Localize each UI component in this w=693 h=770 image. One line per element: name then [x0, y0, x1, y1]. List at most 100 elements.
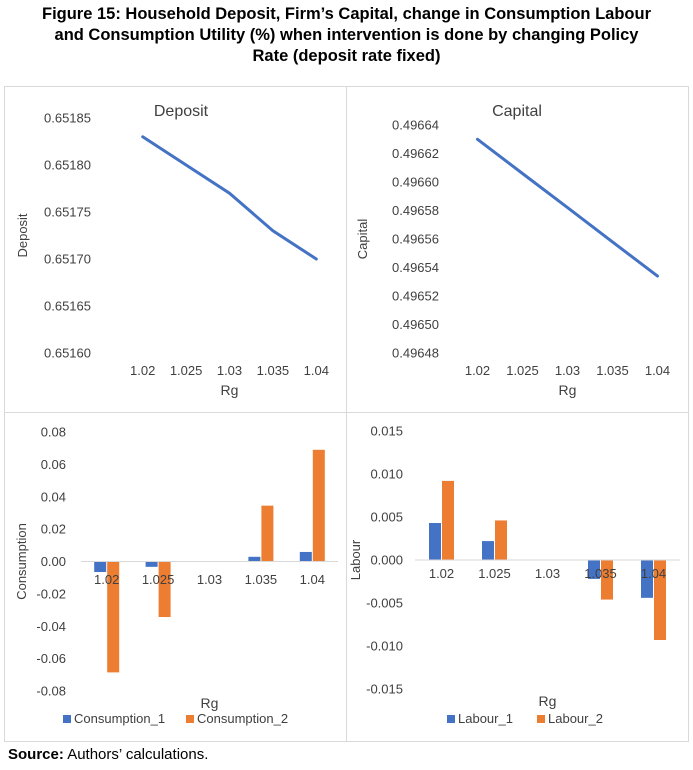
consumption-y-tick-label: 0.04 [41, 489, 66, 504]
consumption-bar-chart: -0.08 -0.06 -0.04 -0.02 0.00 0.02 0.04 0.06 0.08… [14, 425, 338, 726]
labour-y-tick-label: 0.005 [370, 510, 403, 525]
deposit-y-tick-label: 0.65175 [44, 205, 91, 220]
capital-y-tick-label: 0.49652 [392, 289, 439, 304]
labour-bar-labour-2 [495, 520, 507, 560]
labour-bar-labour-2 [654, 560, 666, 640]
capital-x-tick-label: 1.02 [465, 363, 490, 378]
consumption-bar-consumption-2 [107, 561, 120, 673]
labour-x-tick-label: 1.03 [535, 566, 560, 581]
figure-title-line-2: and Consumption Utility (%) when interve… [54, 26, 639, 44]
labour-legend-swatch-labour-1 [447, 715, 455, 723]
labour-bar-labour-2 [601, 560, 613, 600]
deposit-x-tick-label: 1.02 [130, 363, 155, 378]
consumption-x-tick-label: 1.04 [300, 572, 325, 587]
labour-x-tick-label: 1.025 [478, 566, 511, 581]
deposit-x-axis-label: Rg [221, 382, 239, 398]
consumption-bar-consumption-1 [248, 556, 261, 562]
consumption-legend-swatch-consumption-1 [63, 715, 71, 723]
figure-title-line-1: Figure 15: Household Deposit, Firm’s Cap… [41, 5, 652, 23]
deposit-chart-panel: 0.65160 0.65165 0.65170 0.65175 0.65180 0.651… [4, 86, 347, 413]
consumption-y-tick-label: 0.06 [41, 457, 66, 472]
capital-y-tick-label: 0.49662 [392, 146, 439, 161]
labour-y-tick-label: -0.010 [366, 639, 403, 654]
capital-y-tick-label: 0.49664 [392, 118, 439, 133]
source-label: Source: [8, 746, 64, 763]
labour-x-tick-label: 1.02 [429, 566, 454, 581]
labour-y-tick-label: 0.015 [370, 424, 403, 439]
deposit-series-line [141, 135, 318, 261]
consumption-legend-label: Consumption_1 [74, 711, 165, 726]
consumption-bar-consumption-2 [158, 561, 171, 618]
consumption-y-tick-label: -0.08 [36, 684, 66, 699]
deposit-x-tick-label: 1.03 [217, 363, 242, 378]
deposit-x-tick-label: 1.025 [170, 363, 203, 378]
consumption-legend-swatch-consumption-2 [186, 715, 194, 723]
capital-x-axis-label: Rg [559, 382, 577, 398]
consumption-y-tick-label: -0.02 [36, 586, 66, 601]
capital-y-tick-label: 0.49654 [392, 260, 439, 275]
deposit-x-tick-label: 1.04 [304, 363, 329, 378]
deposit-line-chart: 0.65160 0.65165 0.65170 0.65175 0.65180 0.651… [15, 103, 329, 398]
capital-y-tick-label: 0.49650 [392, 317, 439, 332]
deposit-y-tick-label: 0.65185 [44, 111, 91, 126]
labour-bar-labour-1 [588, 560, 600, 579]
figure-title-line-3: Rate (deposit rate fixed) [252, 47, 441, 65]
capital-x-tick-label: 1.04 [645, 363, 670, 378]
consumption-x-tick-label: 1.02 [94, 572, 119, 587]
capital-y-tick-label: 0.49660 [392, 175, 439, 190]
labour-bar-labour-1 [482, 541, 494, 560]
capital-x-tick-label: 1.035 [596, 363, 629, 378]
consumption-y-tick-label: 0.00 [41, 554, 66, 569]
consumption-bar-consumption-1 [145, 561, 158, 567]
labour-y-axis-label: Labour [348, 539, 363, 580]
labour-legend-swatch-labour-2 [537, 715, 545, 723]
consumption-y-tick-label: 0.08 [41, 425, 66, 440]
capital-y-axis-label: Capital [355, 219, 370, 260]
consumption-bar-consumption-1 [299, 551, 312, 562]
consumption-legend-label: Consumption_2 [197, 711, 288, 726]
source-note: Source: Authors’ calculations. [8, 746, 208, 763]
consumption-x-tick-label: 1.025 [142, 572, 175, 587]
source-text: Authors’ calculations. [63, 746, 209, 763]
capital-y-tick-label: 0.49648 [392, 346, 439, 361]
labour-y-tick-label: -0.005 [366, 596, 403, 611]
labour-x-tick-label: 1.035 [584, 566, 617, 581]
capital-y-tick-label: 0.49658 [392, 203, 439, 218]
deposit-chart-title: Deposit [154, 103, 209, 120]
labour-bar-labour-1 [641, 560, 653, 598]
consumption-x-tick-label: 1.03 [197, 572, 222, 587]
deposit-y-tick-label: 0.65160 [44, 346, 91, 361]
labour-legend-label: Labour_1 [458, 711, 513, 726]
consumption-bar-consumption-1 [94, 561, 107, 573]
capital-series-line [476, 137, 659, 278]
capital-line-chart: 0.49648 0.49650 0.49652 0.49654 0.49656 0.496… [355, 103, 670, 398]
labour-bar-labour-1 [429, 523, 441, 560]
consumption-chart-panel: -0.08 -0.06 -0.04 -0.02 0.00 0.02 0.04 0.06 0.08… [4, 412, 347, 742]
labour-bar-labour-2 [442, 480, 454, 560]
deposit-x-tick-label: 1.035 [257, 363, 290, 378]
capital-x-tick-label: 1.03 [555, 363, 580, 378]
deposit-y-axis-label: Deposit [15, 213, 30, 257]
consumption-bar-consumption-2 [312, 449, 325, 562]
consumption-y-axis-label: Consumption [14, 523, 29, 600]
consumption-y-tick-label: -0.04 [36, 619, 66, 634]
consumption-y-tick-label: -0.06 [36, 651, 66, 666]
capital-chart-title: Capital [492, 103, 542, 120]
capital-chart-panel: 0.49648 0.49650 0.49652 0.49654 0.49656 0.496… [346, 86, 689, 413]
labour-y-tick-label: 0.000 [370, 553, 403, 568]
deposit-y-tick-label: 0.65170 [44, 252, 91, 267]
labour-y-tick-label: 0.010 [370, 467, 403, 482]
labour-legend-label: Labour_2 [548, 711, 603, 726]
deposit-y-tick-label: 0.65165 [44, 299, 91, 314]
consumption-x-tick-label: 1.035 [245, 572, 278, 587]
labour-chart-panel: -0.015 -0.010 -0.005 0.000 0.005 0.010 0.015 La… [346, 412, 689, 742]
deposit-y-tick-label: 0.65180 [44, 158, 91, 173]
consumption-y-tick-label: 0.02 [41, 522, 66, 537]
labour-x-tick-label: 1.04 [641, 566, 666, 581]
capital-y-tick-label: 0.49656 [392, 232, 439, 247]
labour-y-tick-label: -0.015 [366, 682, 403, 697]
labour-bar-chart: -0.015 -0.010 -0.005 0.000 0.005 0.010 0.015 La… [348, 424, 680, 726]
figure-title: Figure 15: Household Deposit, Firm’s Cap… [0, 4, 693, 67]
consumption-bar-consumption-2 [261, 505, 274, 562]
consumption-x-axis-label: Rg [201, 695, 219, 711]
